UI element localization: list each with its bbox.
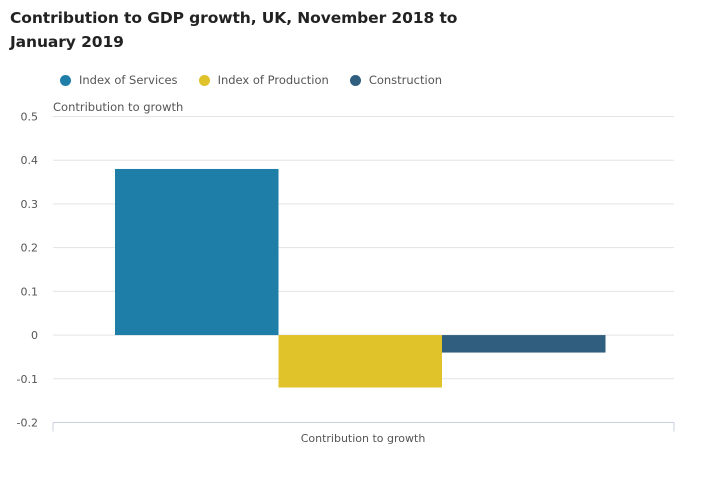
y-tick-label: 0: [31, 329, 38, 342]
x-category-label: Contribution to growth: [301, 432, 426, 445]
y-tick-label: -0.1: [17, 373, 38, 386]
y-tick-labels: 0.5 0.4 0.3 0.2 0.1 0 -0.1 -0.2: [17, 111, 38, 430]
legend-marker-services-icon: [60, 74, 71, 86]
legend-marker-production-icon: [198, 74, 210, 86]
legend-label-services: Index of Services: [79, 73, 178, 87]
bar-construction[interactable]: [442, 335, 606, 353]
x-axis: [52, 422, 675, 432]
chart-title: Contribution to GDP growth, UK, November…: [10, 9, 458, 51]
legend: Index of Services Index of Production Co…: [60, 73, 463, 87]
legend-marker-construction-icon: [349, 74, 361, 86]
legend-label-production: Index of Production: [217, 73, 329, 87]
bar-index-of-production[interactable]: [278, 335, 443, 388]
y-tick-label: 0.3: [21, 198, 39, 211]
y-axis-label: Contribution to growth: [53, 100, 183, 114]
y-tick-label: 0.5: [21, 111, 39, 124]
legend-item-production[interactable]: Index of Production: [198, 73, 329, 87]
bars: [115, 168, 606, 388]
y-tick-label: 0.4: [21, 154, 39, 167]
legend-item-construction[interactable]: Construction: [349, 73, 443, 87]
legend-label-construction: Construction: [368, 73, 443, 87]
y-tick-label: 0.1: [21, 285, 39, 298]
y-tick-label: -0.2: [17, 417, 38, 430]
bar-index-of-services[interactable]: [115, 168, 279, 336]
legend-item-services[interactable]: Index of Services: [60, 73, 178, 87]
y-tick-label: 0.2: [21, 242, 39, 255]
